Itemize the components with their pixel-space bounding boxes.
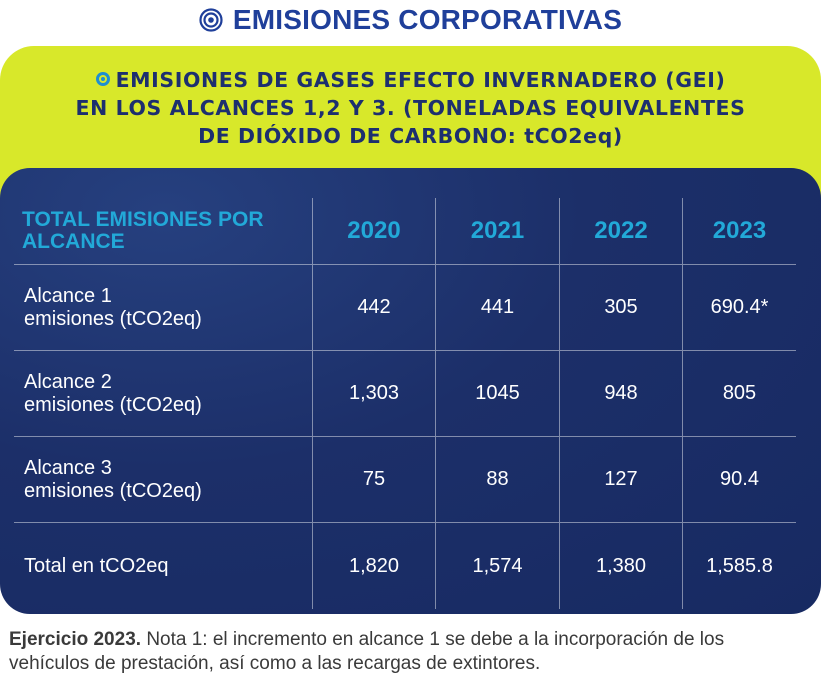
table-cell: 1045 [435,350,560,437]
row-label: Alcance 2 emisiones (tCO2eq) [14,350,313,437]
table-cell: 805 [682,350,796,437]
bullseye-icon [199,8,223,32]
header-label: TOTAL EMISIONES POR ALCANCE [22,208,264,253]
table-row-total: Total en tCO2eq 1,820 1,574 1,380 1,585.… [14,522,796,609]
row-label: Alcance 3 emisiones (tCO2eq) [14,436,313,523]
table-cell: 1,380 [559,522,683,609]
subtitle-line-1: EMISIONES DE GASES EFECTO INVERNADERO (G… [0,66,821,94]
table-cell: 88 [435,436,560,523]
table-cell: 1,303 [312,350,436,437]
table-cell: 75 [312,436,436,523]
subtitle-line-2: EN LOS ALCANCES 1,2 Y 3. (TONELADAS EQUI… [75,96,746,120]
table-subtitle: EMISIONES DE GASES EFECTO INVERNADERO (G… [0,66,821,150]
header-year-2020: 2020 [312,198,436,265]
header-year-2023: 2023 [682,198,796,265]
emissions-table: TOTAL EMISIONES POR ALCANCE 2020 2021 20… [14,198,796,609]
table-header-row: TOTAL EMISIONES POR ALCANCE 2020 2021 20… [14,198,796,265]
table-row: Alcance 3 emisiones (tCO2eq) 75 88 127 9… [14,436,796,523]
ring-bullet-icon [95,72,110,86]
table-cell: 948 [559,350,683,437]
header-year-2021: 2021 [435,198,560,265]
table-cell: 442 [312,264,436,351]
footnote: Ejercicio 2023. Nota 1: el incremento en… [9,628,809,676]
table-cell: 127 [559,436,683,523]
table-cell: 305 [559,264,683,351]
table-cell: 1,574 [435,522,560,609]
table-cell: 90.4 [682,436,796,523]
subtitle-line-3: DE DIÓXIDO DE CARBONO: tCO2eq) [198,124,623,148]
header-year-2022: 2022 [559,198,683,265]
table-cell: 690.4* [682,264,796,351]
row-label: Alcance 1 emisiones (tCO2eq) [14,264,313,351]
table-cell: 1,820 [312,522,436,609]
table-cell: 1,585.8 [682,522,796,609]
table-row: Alcance 1 emisiones (tCO2eq) 442 441 305… [14,264,796,351]
table-cell: 441 [435,264,560,351]
footnote-bold: Ejercicio 2023. [9,629,142,650]
row-label: Total en tCO2eq [14,522,313,609]
page-title: EMISIONES CORPORATIVAS [232,4,623,35]
footnote-text: Nota 1: el incremento en alcance 1 se de… [9,629,725,674]
table-row: Alcance 2 emisiones (tCO2eq) 1,303 1045 … [14,350,796,437]
page-header: EMISIONES CORPORATIVAS [0,0,821,40]
